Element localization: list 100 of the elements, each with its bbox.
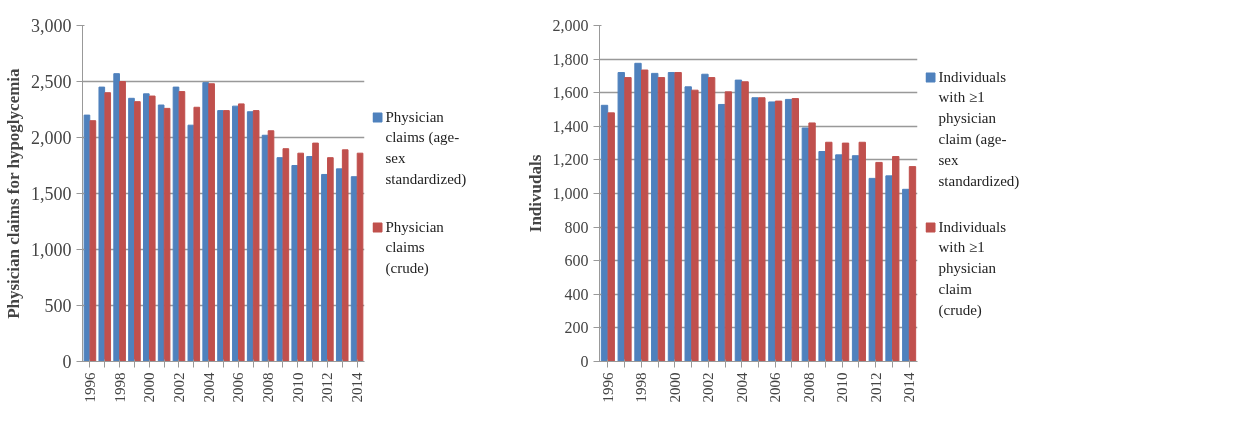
bar	[232, 105, 239, 362]
x-tick-label: 1996	[599, 372, 616, 403]
x-tick-label: 2010	[289, 372, 306, 403]
bar	[327, 157, 334, 362]
bar	[356, 152, 364, 362]
bar	[718, 103, 726, 362]
legend-label: Physician claims (age-sex standardized)	[385, 108, 467, 188]
bar	[701, 73, 709, 362]
bar	[98, 86, 106, 362]
legend-label: Physician claims (crude)	[385, 218, 445, 278]
x-tick-label: 2014	[349, 372, 366, 403]
x-tick-label: 2014	[901, 372, 918, 403]
bar	[148, 95, 156, 362]
bar	[674, 72, 682, 362]
x-tick-label: 2002	[700, 372, 717, 403]
x-tick-label: 2002	[170, 372, 187, 403]
bar	[774, 100, 783, 362]
y-tick-label: 0	[62, 352, 72, 372]
bar	[768, 101, 776, 362]
y-tick-label: 200	[564, 319, 589, 337]
bar	[202, 82, 210, 362]
bar	[691, 89, 699, 362]
bar	[246, 111, 254, 362]
bar	[651, 72, 659, 362]
bar	[808, 122, 816, 362]
bar	[237, 103, 245, 362]
bar	[641, 69, 649, 362]
x-tick-label: 1996	[81, 372, 98, 403]
y-tick-label: 0	[580, 353, 589, 370]
bar	[282, 148, 290, 362]
bar	[104, 92, 112, 362]
bar	[892, 156, 900, 362]
bar	[657, 77, 666, 362]
x-tick-label: 2010	[834, 372, 851, 403]
bar	[134, 101, 141, 362]
y-axis-title: Indivudals	[525, 154, 545, 233]
bar	[835, 154, 843, 362]
bar	[261, 134, 269, 362]
bar	[624, 77, 632, 362]
y-tick-label: 500	[44, 296, 72, 316]
y-tick-label: 600	[564, 252, 589, 270]
bar	[119, 81, 126, 362]
y-tick-label: 3,000	[31, 16, 72, 36]
y-tick-label: 1,600	[552, 84, 589, 102]
x-tick-label: 2000	[141, 372, 158, 403]
bar	[157, 104, 165, 362]
x-tick-label: 2006	[230, 372, 247, 403]
x-tick-label: 1998	[111, 372, 128, 403]
x-tick-label: 1998	[633, 372, 650, 403]
y-tick-label: 1,000	[552, 185, 589, 202]
x-tick-label: 2000	[666, 372, 683, 403]
bar	[193, 106, 201, 362]
y-tick-label: 1,000	[31, 240, 72, 260]
bar	[741, 81, 749, 362]
bar	[341, 149, 349, 362]
bar	[187, 124, 195, 362]
bar	[758, 97, 766, 362]
x-tick-label: 2008	[800, 372, 817, 403]
bar	[841, 142, 850, 362]
legend-label: Individuals with ≥1 physician claim (age-sex standardized)	[938, 68, 1020, 190]
bar	[617, 72, 625, 362]
y-tick-label: 800	[564, 218, 589, 236]
bar	[607, 112, 615, 362]
bar	[297, 152, 304, 362]
bar	[217, 110, 224, 362]
bar	[707, 77, 716, 362]
bar	[902, 188, 910, 362]
x-tick-label: 2008	[260, 372, 277, 403]
y-tick-label: 2,000	[31, 128, 72, 148]
y-axis-title: Physician claims for hypoglycemia	[4, 67, 23, 319]
bar	[163, 107, 171, 362]
bar	[868, 177, 876, 362]
x-tick-label: 2004	[200, 372, 217, 403]
bar	[350, 176, 358, 362]
bar	[885, 175, 893, 362]
bar	[89, 120, 97, 362]
bar	[306, 156, 313, 362]
legend-label: Individuals with ≥1 physician claim (crude)	[938, 218, 1007, 319]
bar	[858, 141, 866, 362]
bar	[276, 157, 284, 362]
bar	[178, 91, 186, 362]
bar	[825, 141, 833, 362]
bar	[818, 151, 826, 362]
x-tick-label: 2006	[767, 372, 784, 403]
y-tick-label: 1,800	[552, 50, 589, 68]
y-tick-label: 2,000	[552, 17, 589, 34]
bar	[335, 168, 343, 362]
bar	[223, 110, 230, 362]
bar	[113, 73, 120, 362]
bar	[291, 165, 299, 362]
bar	[321, 173, 328, 362]
bar	[751, 97, 759, 362]
y-tick-label: 1,200	[552, 151, 589, 169]
x-tick-label: 2012	[319, 372, 336, 403]
y-tick-label: 400	[564, 285, 589, 303]
bar	[908, 166, 917, 362]
y-tick-label: 1,400	[552, 117, 589, 135]
y-tick-label: 2,500	[31, 72, 72, 92]
bar	[83, 114, 91, 362]
bar	[312, 142, 319, 362]
